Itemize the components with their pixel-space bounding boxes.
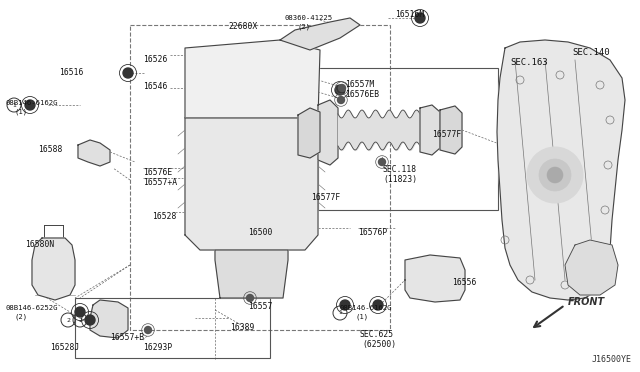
Text: 08B146-6252G: 08B146-6252G	[5, 305, 58, 311]
Polygon shape	[90, 300, 128, 338]
Polygon shape	[280, 18, 360, 50]
Text: 16528J: 16528J	[50, 343, 79, 352]
Text: 16576EB: 16576EB	[345, 90, 379, 99]
Text: SEC.625: SEC.625	[360, 330, 394, 339]
Polygon shape	[78, 140, 110, 166]
Bar	[75, 298, 270, 358]
Text: 16546: 16546	[143, 82, 168, 91]
Text: SEC.140: SEC.140	[572, 48, 610, 57]
Circle shape	[378, 158, 385, 166]
Circle shape	[340, 300, 350, 310]
Text: (11823): (11823)	[383, 175, 417, 184]
Text: 16557: 16557	[248, 302, 273, 311]
Text: 16557M: 16557M	[345, 80, 374, 89]
Circle shape	[527, 147, 583, 203]
Circle shape	[85, 315, 95, 325]
Text: 16588: 16588	[38, 145, 62, 154]
Circle shape	[547, 167, 563, 183]
Text: 16556: 16556	[452, 278, 476, 287]
Circle shape	[246, 295, 253, 301]
Text: 08B146-6162G: 08B146-6162G	[5, 100, 58, 106]
Text: 22680X: 22680X	[228, 22, 257, 31]
Text: 16389: 16389	[230, 323, 254, 332]
Polygon shape	[565, 240, 618, 295]
Text: 2: 2	[66, 317, 70, 323]
Text: J16500YE: J16500YE	[592, 355, 632, 364]
Text: (1): (1)	[356, 313, 369, 320]
Text: SEC.163: SEC.163	[510, 58, 548, 67]
Text: SEC.118: SEC.118	[383, 165, 417, 174]
Text: 08B146-6162G: 08B146-6162G	[340, 305, 392, 311]
Polygon shape	[497, 40, 625, 300]
Circle shape	[75, 307, 85, 317]
Text: 16528: 16528	[152, 212, 177, 221]
Circle shape	[339, 84, 346, 92]
Polygon shape	[185, 118, 318, 250]
Polygon shape	[405, 255, 465, 302]
Text: 16576E: 16576E	[143, 168, 172, 177]
Text: 16557+A: 16557+A	[143, 178, 177, 187]
Polygon shape	[215, 250, 288, 298]
Text: 16580N: 16580N	[25, 240, 54, 249]
Text: 2: 2	[78, 317, 82, 323]
Circle shape	[337, 96, 344, 103]
Circle shape	[539, 159, 571, 191]
Text: (1): (1)	[14, 108, 27, 115]
Circle shape	[415, 13, 425, 23]
Polygon shape	[440, 106, 462, 154]
Polygon shape	[420, 105, 440, 155]
Text: (2): (2)	[298, 23, 311, 29]
Circle shape	[145, 327, 152, 334]
Circle shape	[335, 85, 345, 95]
Text: (62500): (62500)	[362, 340, 396, 349]
Polygon shape	[298, 108, 320, 158]
Text: 16516M: 16516M	[395, 10, 424, 19]
Text: 1: 1	[338, 311, 342, 315]
Text: FRONT: FRONT	[568, 297, 605, 307]
Text: 16557+B: 16557+B	[110, 333, 144, 342]
Circle shape	[123, 68, 133, 78]
Bar	[318, 68, 498, 210]
Polygon shape	[32, 238, 75, 300]
Text: 16577F: 16577F	[432, 130, 461, 139]
Text: 1: 1	[12, 103, 16, 108]
Text: 16293P: 16293P	[143, 343, 172, 352]
Polygon shape	[185, 40, 320, 118]
Polygon shape	[318, 100, 338, 165]
Circle shape	[25, 100, 35, 110]
Text: 16576P: 16576P	[358, 228, 387, 237]
Text: (2): (2)	[14, 313, 27, 320]
Text: 16500: 16500	[248, 228, 273, 237]
Text: 16526: 16526	[143, 55, 168, 64]
Text: 16577F: 16577F	[311, 193, 340, 202]
Bar	[130, 25, 390, 330]
Text: 08360-41225: 08360-41225	[285, 15, 333, 21]
Circle shape	[373, 300, 383, 310]
Text: 16516: 16516	[59, 68, 83, 77]
